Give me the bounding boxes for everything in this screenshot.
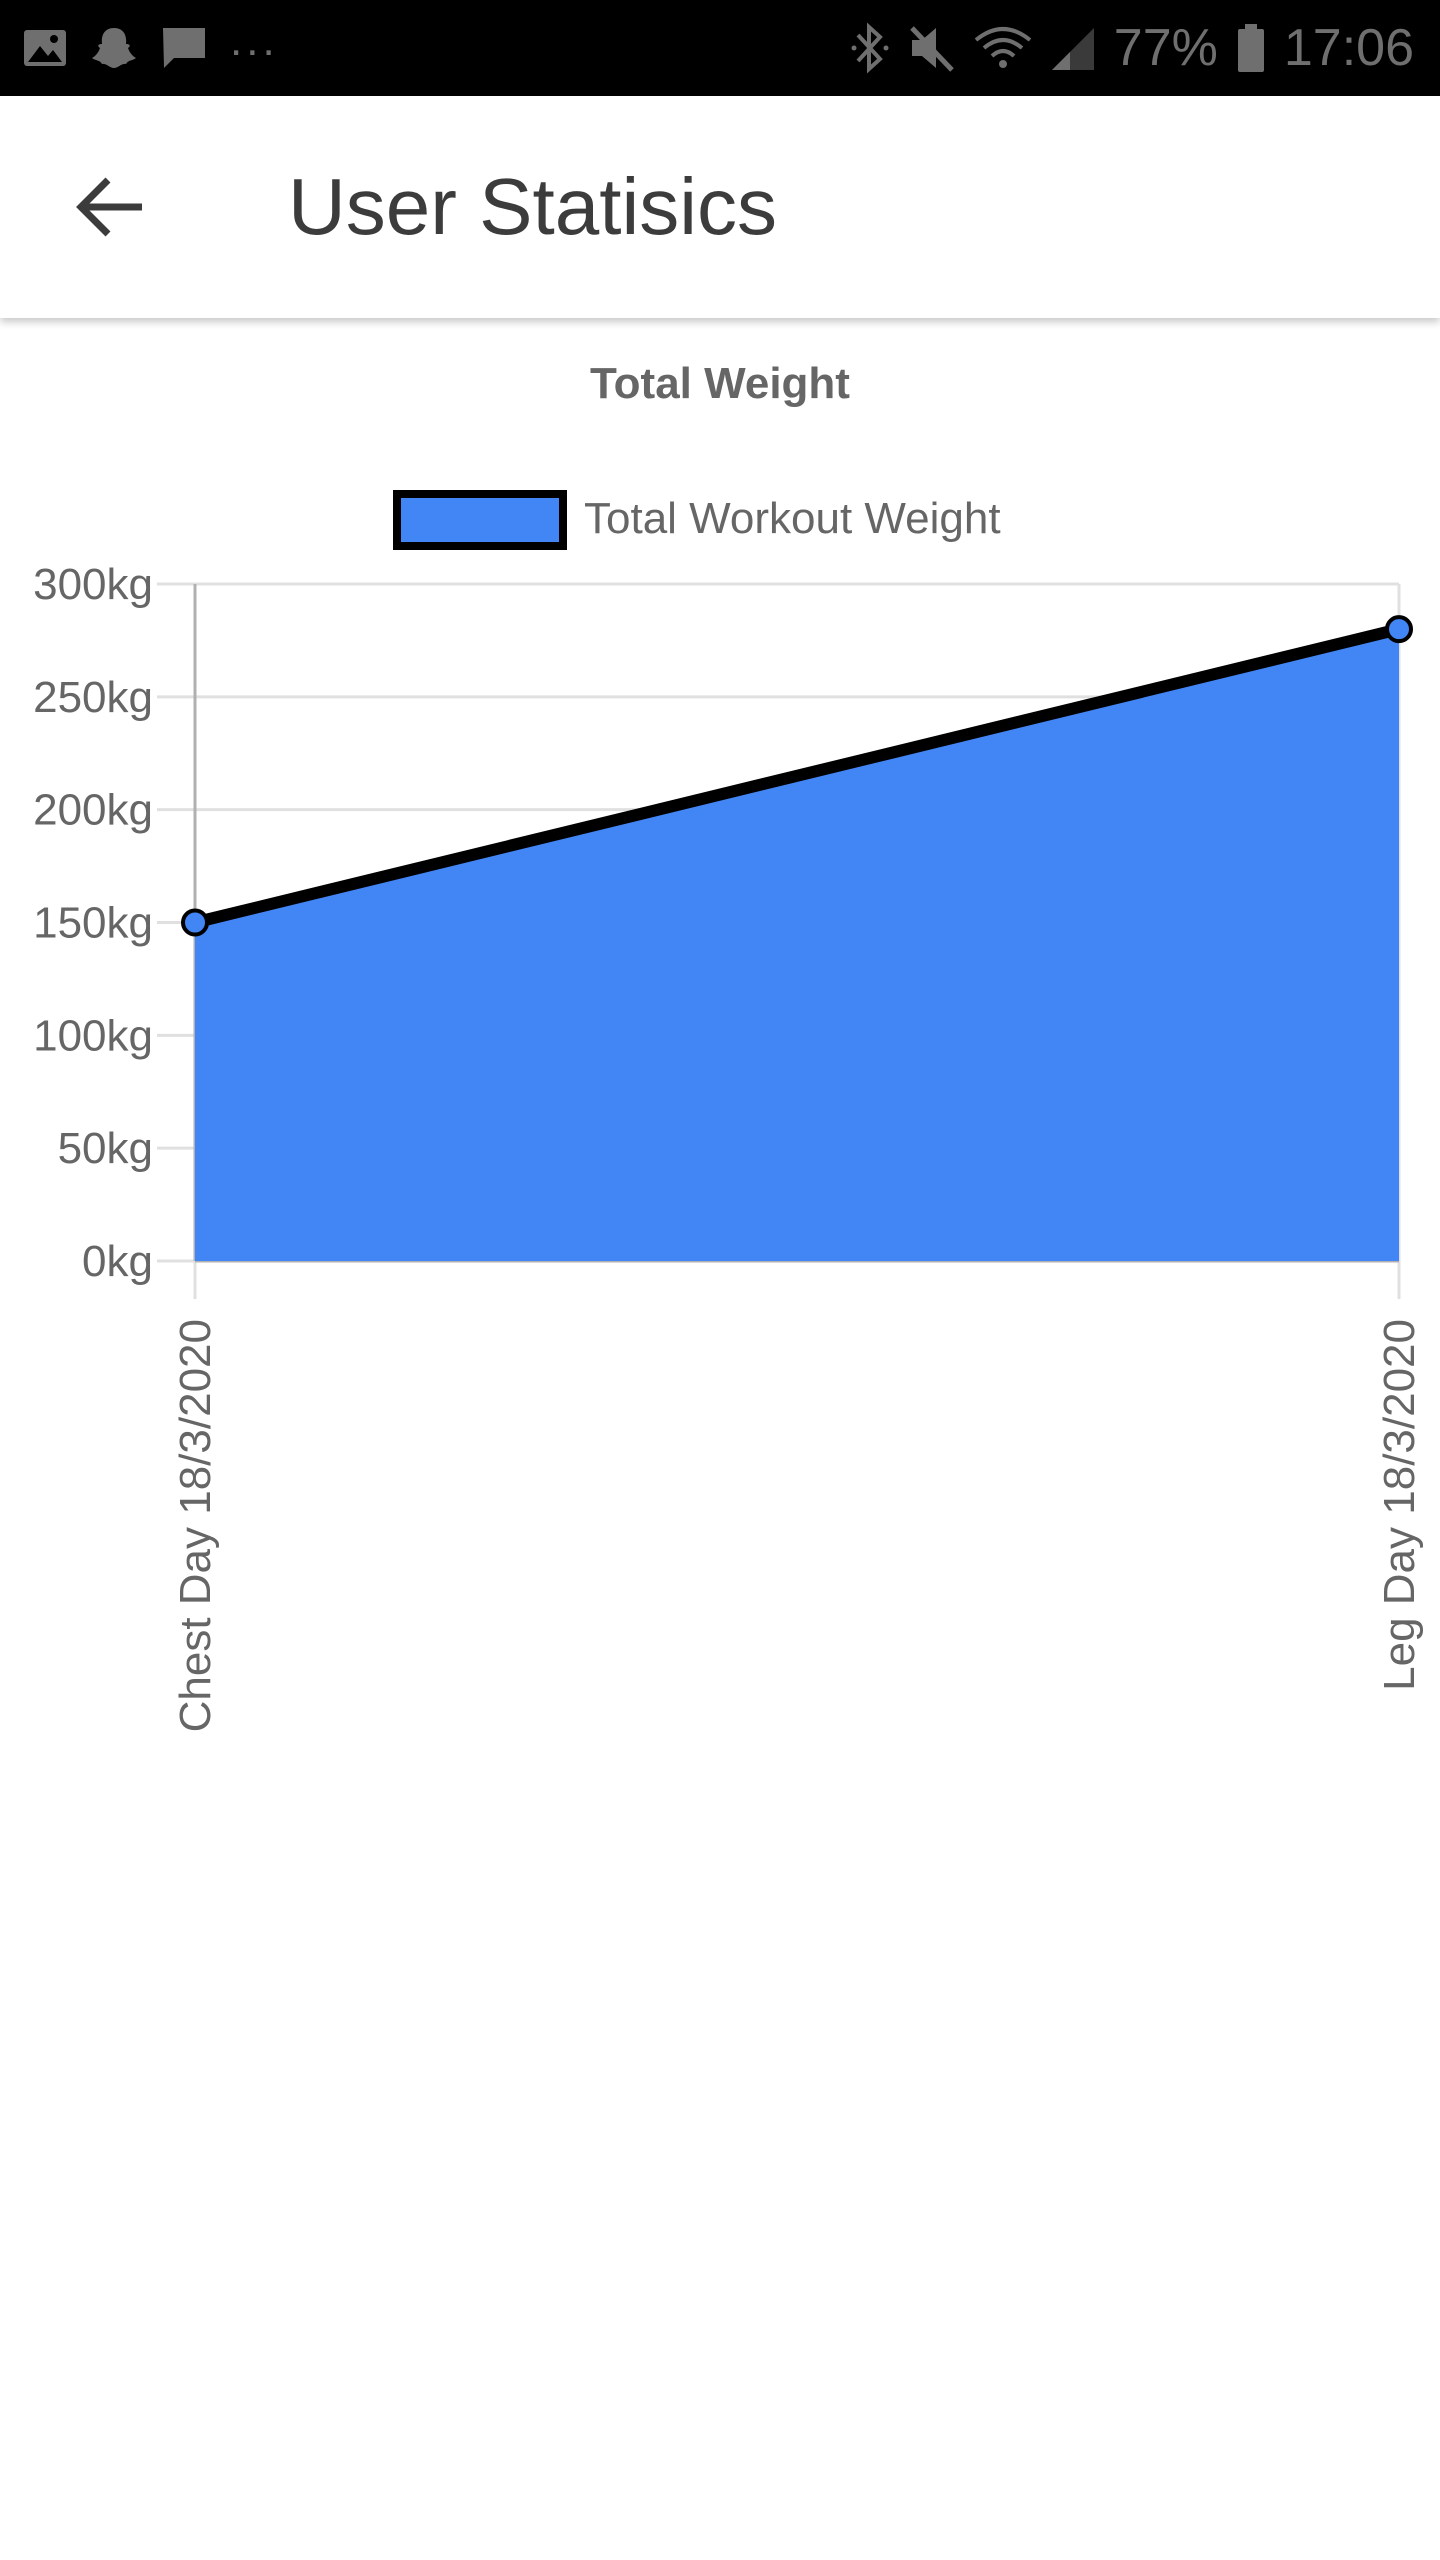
clock: 17:06 (1283, 19, 1414, 77)
muted-icon (909, 26, 954, 72)
series-line (193, 623, 1401, 929)
x-tick-label: Chest Day 18/3/2020 (171, 1319, 220, 1732)
bluetooth-icon (851, 22, 889, 74)
y-tick-label: 150kg (33, 899, 153, 948)
y-tick-label: 300kg (33, 560, 153, 609)
status-bar: ... 77% 17:06 (0, 0, 1440, 96)
legend-label: Total Workout Weight (584, 494, 1001, 543)
battery-icon (1237, 24, 1264, 72)
signal-icon (1051, 28, 1094, 70)
status-bar-system: 77% 17:06 (832, 18, 1414, 78)
snapchat-icon (92, 28, 136, 68)
y-tick-label: 100kg (33, 1011, 153, 1060)
y-tick-label: 0kg (82, 1237, 153, 1286)
data-point (181, 908, 209, 937)
chart-title: Total Weight (590, 359, 850, 408)
data-point (1385, 615, 1413, 644)
app-bar: User Statisics (0, 96, 1440, 318)
message-icon (163, 28, 205, 68)
x-tick-label: Leg Day 18/3/2020 (1375, 1319, 1424, 1691)
arrow-left-icon (76, 177, 142, 237)
area-fill (195, 629, 1399, 1261)
notification-overflow: ... (230, 16, 279, 65)
y-tick-label: 50kg (58, 1124, 153, 1173)
area-chart: Total Weight Total Workout Weight 0kg 50kg 1… (33, 359, 1424, 1732)
battery-percent: 77% (1113, 19, 1218, 77)
wifi-icon (974, 27, 1032, 68)
back-button[interactable] (52, 152, 170, 262)
image-icon (24, 30, 66, 66)
y-tick-label: 200kg (33, 786, 153, 835)
status-bar-notifications: ... (22, 16, 279, 76)
chart-area: Total Weight Total Workout Weight 0kg 50kg 1… (0, 318, 1440, 1818)
legend-swatch (393, 490, 567, 550)
y-tick-label: 250kg (33, 673, 153, 722)
page-title: User Statisics (288, 162, 777, 251)
